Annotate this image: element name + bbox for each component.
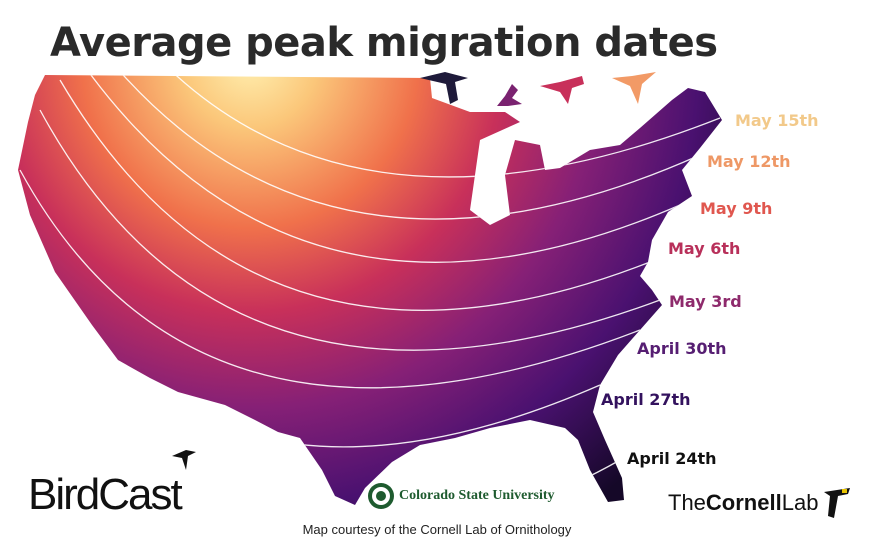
contiguous-us-shape [18,75,722,505]
bird-icon [612,72,656,104]
contour-line [39,109,661,351]
csu-ram-icon [368,483,394,509]
csu-name: Colorado State University [399,488,555,503]
contour-label: April 27th [601,390,691,409]
contour-label: May 12th [707,152,791,171]
contour-label: May 6th [668,239,741,258]
contour-label: April 30th [637,339,727,358]
cornell-the: The [668,490,706,515]
contour-line [109,75,701,220]
contour-label: May 3rd [669,292,742,311]
woodpecker-icon [824,488,851,518]
bird-icon [540,76,584,104]
contour-line [59,79,661,311]
bird-silhouettes [172,72,656,470]
bird-icon [172,450,196,470]
contour-line [79,75,681,263]
bird-icon [420,72,468,104]
contour-line [159,75,721,178]
contour-line [19,169,641,389]
contour-label: May 15th [735,111,819,130]
cornell-lab-logo: The Cornell Lab [668,486,854,520]
csu-logo: Colorado State University [367,482,555,510]
contour-label: April 24th [627,449,717,468]
cornell-name: Cornell [705,490,782,515]
map-title: Average peak migration dates [50,20,718,66]
map-credit: Map courtesy of the Cornell Lab of Ornit… [302,522,572,537]
birdcast-logo: BirdCast [28,470,183,519]
bird-icon [497,84,522,106]
cornell-lab: Lab [781,490,819,515]
contour-label: May 9th [700,199,773,218]
